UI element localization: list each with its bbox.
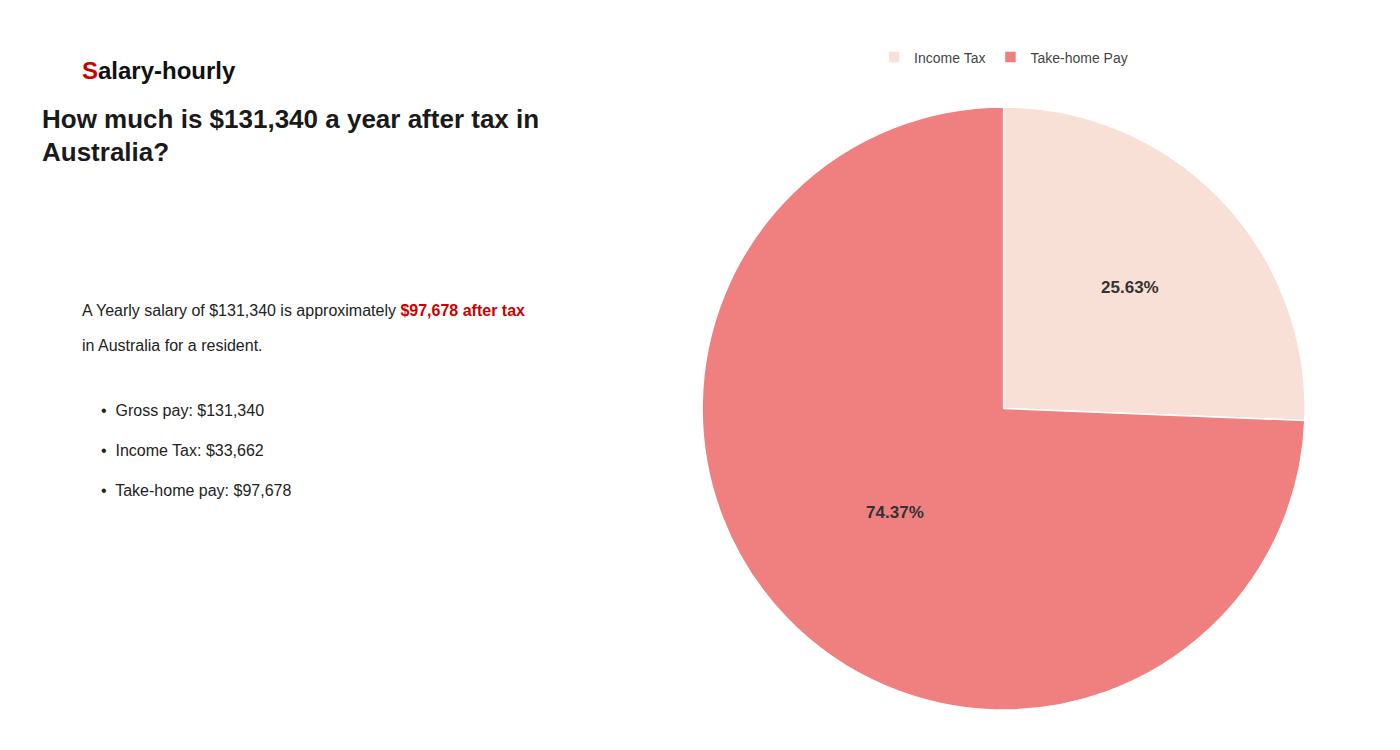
svg-text:How much is $131,340 a year af: How much is $131,340 a year after tax in…: [42, 104, 539, 168]
svg-text:• Gross pay: $131,340: • Gross pay: $131,340: [101, 402, 264, 419]
svg-text:25.63%: 25.63%: [1101, 278, 1159, 297]
svg-text:in Australia for a resident.: in Australia for a resident.: [82, 337, 263, 354]
svg-text:74.37%: 74.37%: [866, 503, 924, 522]
svg-text:A Yearly salary of $131,340 is: A Yearly salary of $131,340 is approxima…: [82, 302, 525, 319]
svg-text:S: S: [82, 57, 98, 84]
svg-text:Income Tax: Income Tax: [914, 50, 985, 66]
svg-text:Take-home Pay: Take-home Pay: [1030, 50, 1127, 66]
svg-text:• Income Tax: $33,662: • Income Tax: $33,662: [101, 442, 264, 459]
svg-text:alary-hourly: alary-hourly: [98, 57, 236, 84]
svg-text:• Take-home pay: $97,678: • Take-home pay: $97,678: [101, 482, 291, 499]
